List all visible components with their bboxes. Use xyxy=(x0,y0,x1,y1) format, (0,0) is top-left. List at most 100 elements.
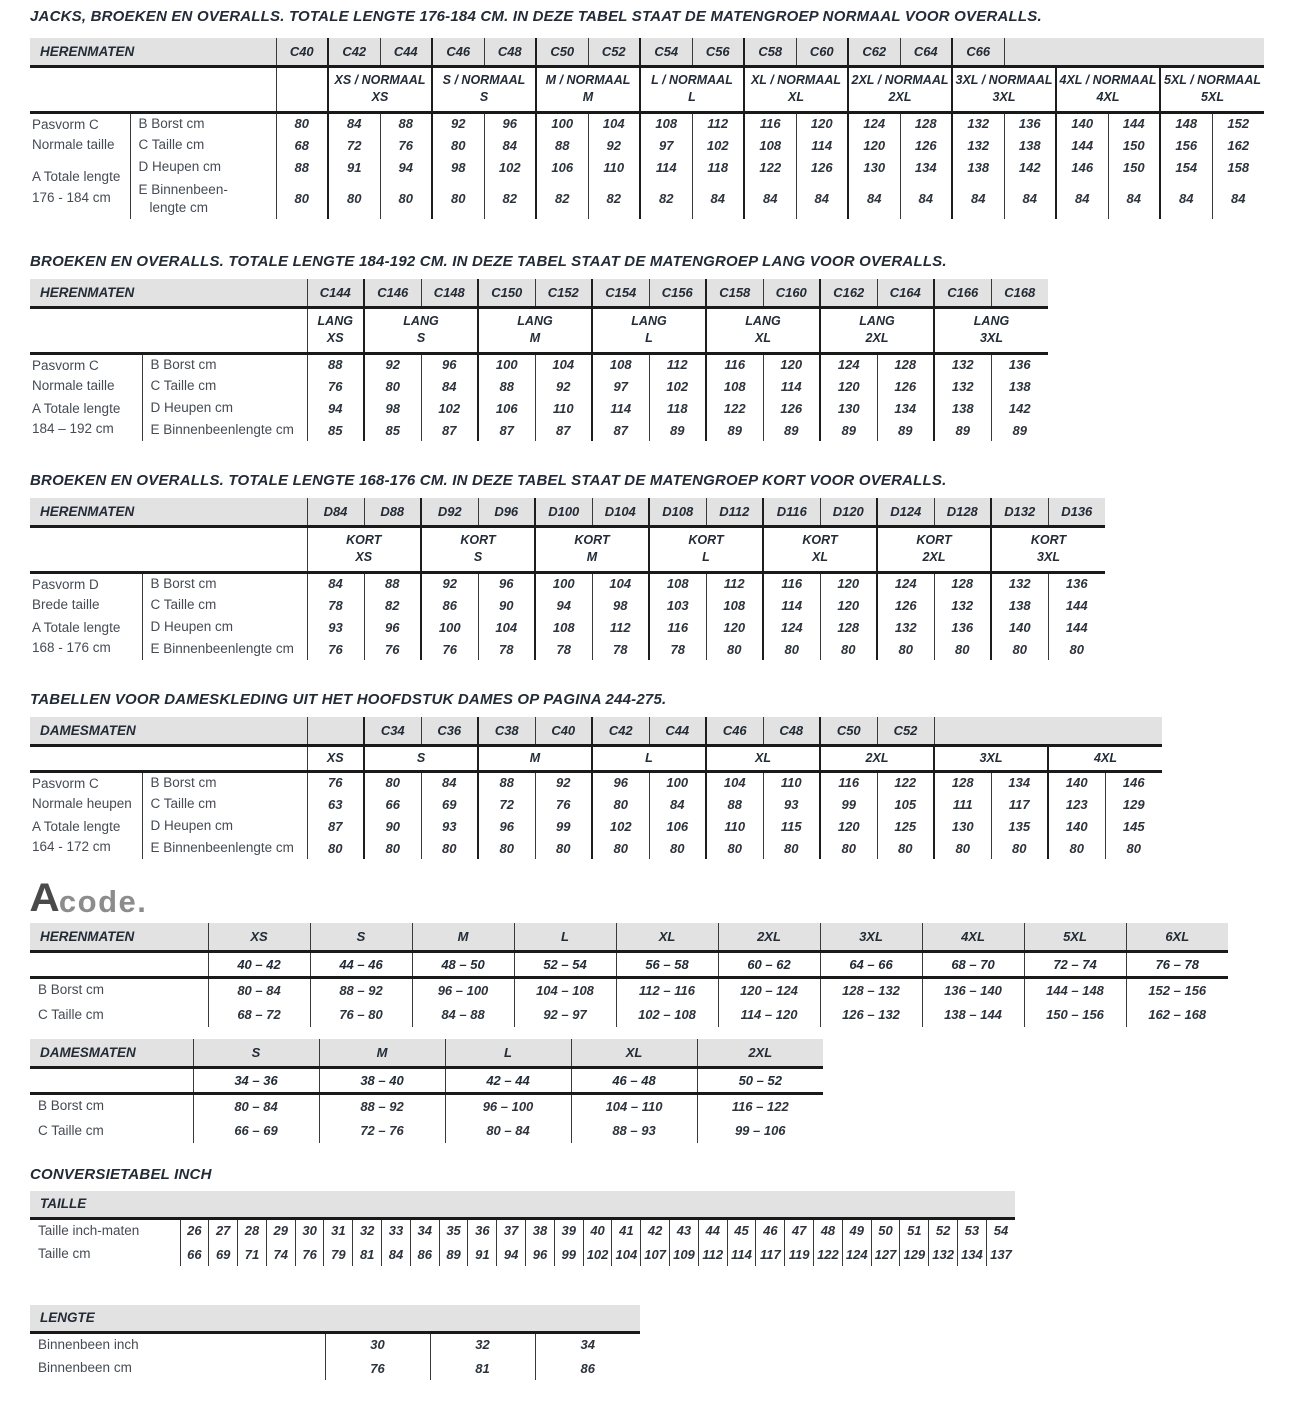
measure-value-cell: 86 xyxy=(409,1242,440,1266)
measure-row-label: E Binnenbeenlengte cm xyxy=(141,638,307,660)
measure-value-cell: 84 xyxy=(420,771,478,793)
measure-value-cell: 52 xyxy=(928,1218,958,1242)
size-code-cell: D124 xyxy=(876,498,934,528)
measure-value-cell: 89 xyxy=(876,419,934,441)
size-label-cell: 4XL xyxy=(921,923,1024,953)
group-spacer xyxy=(30,745,307,773)
measure-value-cell: 27 xyxy=(208,1218,238,1242)
measure-value-cell: 108 xyxy=(639,112,692,134)
measure-value-cell: 74 xyxy=(265,1242,296,1266)
size-range-cell: 56 – 58 xyxy=(615,951,718,979)
measure-value-cell: 136 – 140 xyxy=(921,977,1024,1002)
measure-value-cell: 84 xyxy=(1211,178,1264,219)
measure-value-cell: 126 – 132 xyxy=(819,1002,922,1027)
measure-value-cell: 106 xyxy=(477,397,535,419)
measure-row-label: C Taille cm xyxy=(141,594,307,616)
size-group-cell: XS / NORMAAL XS xyxy=(327,66,432,114)
size-group-cell: KORT 3XL xyxy=(990,526,1105,574)
measure-value-cell: 144 xyxy=(1047,616,1105,638)
measure-value-cell: 90 xyxy=(363,815,421,837)
measure-value-cell: 93 xyxy=(762,793,820,815)
size-code-cell: C50 xyxy=(819,717,877,747)
measure-value-cell: 135 xyxy=(990,815,1048,837)
size-label-cell: 6XL xyxy=(1125,923,1228,953)
measure-value-cell: 100 xyxy=(534,572,592,594)
table-header-label: DAMESMATEN xyxy=(30,1039,193,1069)
measure-value-cell: 108 xyxy=(743,134,796,156)
measure-value-cell: 89 xyxy=(762,419,820,441)
size-code-cell: C36 xyxy=(420,717,478,747)
measure-value-cell: 132 xyxy=(928,1242,958,1266)
table-taille-inch: TAILLE Taille inch-maten 26 27 28 29 30 31 32 33 3… xyxy=(30,1191,1290,1266)
acode-logo-letter: A xyxy=(29,876,59,921)
size-label-cell: XL xyxy=(570,1039,697,1069)
size-group-cell xyxy=(275,66,328,114)
measure-value-cell: 148 xyxy=(1159,112,1212,134)
size-group-cell: 3XL xyxy=(933,745,1048,773)
measure-value-cell: 46 xyxy=(755,1218,785,1242)
size-group-cell: LANG S xyxy=(363,307,478,355)
measure-value-cell: 120 xyxy=(819,815,877,837)
measure-value-cell: 76 – 80 xyxy=(309,1002,412,1027)
measure-value-cell: 80 xyxy=(327,178,380,219)
measure-value-cell: 118 xyxy=(648,397,706,419)
measure-value-cell: 126 xyxy=(795,156,848,178)
measure-value-cell: 144 xyxy=(1047,594,1105,616)
measure-row-label: B Borst cm xyxy=(38,1098,105,1114)
herenmaten-normaal-table: HERENMATEN C40 C42 C44 C46 C48 C50 C52 C54 C56 C58… xyxy=(30,38,1264,219)
measure-value-cell: 137 xyxy=(985,1242,1016,1266)
size-code-cell: D120 xyxy=(819,498,877,528)
measure-value-cell: 76 xyxy=(294,1242,324,1266)
measure-value-cell: 80 xyxy=(933,638,991,660)
measure-value-cell: 116 xyxy=(743,112,796,134)
measure-value-cell: 92 xyxy=(420,572,478,594)
measure-value-cell: 125 xyxy=(876,815,934,837)
size-group-cell: LANG L xyxy=(591,307,706,355)
size-code-blank xyxy=(933,717,1162,747)
size-code-cell: D112 xyxy=(705,498,763,528)
measure-value-cell: 66 xyxy=(179,1242,209,1266)
measure-value-cell: 130 xyxy=(933,815,991,837)
measure-value-cell: 114 xyxy=(795,134,848,156)
size-range-cell: 34 – 36 xyxy=(192,1067,319,1095)
measure-value-cell: 79 xyxy=(323,1242,353,1266)
table-herenmaten-kort: HERENMATEN D84 D88 D92 D96 D100 D104 D108 D112 D1… xyxy=(30,498,1290,660)
measure-value-cell: 116 xyxy=(648,616,706,638)
measure-value-cell: 86 xyxy=(420,594,478,616)
measure-value-cell: 105 xyxy=(876,793,934,815)
measure-value-cell: 96 xyxy=(420,353,478,375)
acode-herenmaten-table: HERENMATEN XS S M L XL 2XL 3XL 4XL 5XL 6XL 40 – 42 4… xyxy=(30,923,1228,1027)
measure-row-label: Binnenbeen inch xyxy=(38,1336,139,1352)
measure-value-cell: 111 xyxy=(933,793,991,815)
size-code-cell: C144 xyxy=(306,279,364,309)
measure-value-cell: 102 xyxy=(691,134,744,156)
measure-value-cell: 104 xyxy=(534,353,592,375)
measure-value-cell: 68 – 72 xyxy=(207,1002,310,1027)
measure-value-cell: 132 xyxy=(951,112,1004,134)
fit-label: Pasvorm D Brede taille xyxy=(32,576,100,612)
measure-value-cell: 93 xyxy=(420,815,478,837)
measure-value-cell: 138 xyxy=(951,156,1004,178)
measure-value-cell: 92 xyxy=(587,134,640,156)
measure-value-cell: 43 xyxy=(669,1218,699,1242)
size-code-cell: C40 xyxy=(275,38,328,68)
size-code-cell: D88 xyxy=(363,498,421,528)
size-code-cell: C44 xyxy=(379,38,432,68)
measure-value-cell: 82 xyxy=(639,178,692,219)
measure-value-cell: 84 – 88 xyxy=(411,1002,514,1027)
measure-value-cell: 130 xyxy=(847,156,900,178)
size-code-cell: C162 xyxy=(819,279,877,309)
measure-value-cell: 82 xyxy=(483,178,536,219)
measure-value-cell: 110 xyxy=(705,815,763,837)
measure-value-cell: 80 xyxy=(534,837,592,859)
measure-value-cell: 162 xyxy=(1211,134,1264,156)
measure-value-cell: 96 xyxy=(483,112,536,134)
measure-row-label: D Heupen cm xyxy=(141,616,307,638)
measure-value-cell: 88 – 92 xyxy=(318,1093,445,1118)
measure-value-cell: 103 xyxy=(648,594,706,616)
size-code-cell: C52 xyxy=(587,38,640,68)
measure-value-cell: 31 xyxy=(323,1218,353,1242)
measure-value-cell: 84 xyxy=(327,112,380,134)
measure-value-cell: 80 xyxy=(933,837,991,859)
measure-value-cell: 132 xyxy=(933,594,991,616)
